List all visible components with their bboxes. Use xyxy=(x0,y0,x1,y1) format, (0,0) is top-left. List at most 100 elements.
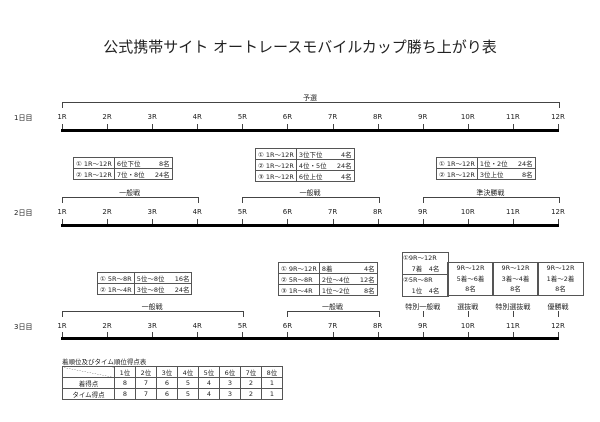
final-box-line: 1着～2着 xyxy=(546,274,575,283)
round-label: 1R xyxy=(57,322,67,330)
round-label: 11R xyxy=(506,322,520,330)
column-header: 3位 xyxy=(156,366,178,378)
round-tick xyxy=(512,332,514,337)
round-label: 5R xyxy=(237,322,248,330)
round-tick xyxy=(332,332,334,337)
qualification-table: ① 1R～12R 6位下位 8名 ② 1R～12R 7位・8位 24名 xyxy=(73,157,173,180)
bracket-label: 一般戦 xyxy=(322,303,344,311)
table-header-row: 1位 2位 3位 4位 5位 6位 7位 8位 xyxy=(62,366,283,378)
round-label: 5R xyxy=(237,113,248,121)
final-box-line: 5着～6着 xyxy=(456,274,485,283)
round-tick xyxy=(107,124,109,129)
round-label: 12R xyxy=(551,208,565,216)
round-label: 6R xyxy=(282,208,293,216)
table-row: ① 1R～12R 3位下位 4名 xyxy=(255,148,355,160)
timeline-bar xyxy=(61,337,559,340)
round-label: 7R xyxy=(327,208,338,216)
timeline-bar xyxy=(61,224,559,227)
round-label: 2R xyxy=(102,322,112,330)
round-tick xyxy=(287,332,289,337)
final-box-line: 8名 xyxy=(510,285,521,293)
round-tick xyxy=(197,332,199,337)
bracket-line xyxy=(467,311,469,317)
day-label: 1日目 xyxy=(14,114,33,122)
table-cell: 3位～8位 xyxy=(133,283,173,295)
table-cell: 8 xyxy=(114,388,136,400)
table-cell: ② 5R～8R xyxy=(278,273,320,285)
table-cell: ① 9R～12R xyxy=(278,262,320,274)
table-cell: 24名 xyxy=(172,283,193,295)
qualification-table: ① 9R～12R 8着 4名 ② 5R～8R 2位～4位 12名 ③ 1R～4R 1位～2位 8… xyxy=(278,262,378,296)
table-cell: ① 5R～8R xyxy=(97,272,135,284)
final-box-line: ②5R～8R xyxy=(403,274,448,286)
table-cell: 2位～4位 xyxy=(318,273,358,285)
round-label: 8R xyxy=(372,208,383,216)
table-cell: 5 xyxy=(177,377,199,389)
table-cell: 3 xyxy=(219,388,241,400)
round-tick xyxy=(242,219,244,224)
round-tick xyxy=(62,124,63,129)
table-cell: ② 1R～4R xyxy=(97,283,135,295)
qualification-table: ① 1R～12R 3位下位 4名 ② 1R～12R 4位・5位 24名 ③ 1R～12R 6位… xyxy=(255,148,355,182)
bracket-label: 準決勝戦 xyxy=(476,189,505,197)
bracket-label: 選抜戦 xyxy=(457,303,479,311)
round-tick xyxy=(152,219,154,224)
table-cell: 6位下位 xyxy=(113,157,153,169)
table-cell: 4 xyxy=(198,377,220,389)
round-label: 10R xyxy=(460,113,475,121)
table-cell: ③ 1R～12R xyxy=(255,170,297,182)
bracket-label: 一般戦 xyxy=(141,303,163,311)
table-row: ① 1R～12R 1位・2位 24名 xyxy=(436,157,536,169)
round-tick xyxy=(422,332,424,337)
day-label: 3日目 xyxy=(14,323,33,331)
timeline-bar xyxy=(61,129,559,132)
round-tick xyxy=(242,124,244,129)
table-cell: 8 xyxy=(114,377,136,389)
round-tick xyxy=(377,332,379,337)
table-cell: 7 xyxy=(135,377,157,389)
table-row: ② 1R～12R 7位・8位 24名 xyxy=(73,168,173,180)
round-tick xyxy=(287,124,289,129)
final-box: 9R～12R 1着～2着 8名 xyxy=(537,262,584,296)
round-tick xyxy=(152,332,154,337)
round-tick xyxy=(287,219,289,224)
bracket-label: 特別選抜戦 xyxy=(495,303,531,311)
table-cell: 4位・5位 xyxy=(295,159,335,171)
column-header: 1位 xyxy=(114,366,136,378)
table-cell: 3位下位 xyxy=(295,148,335,160)
round-label: 8R xyxy=(372,113,383,121)
table-cell: 24名 xyxy=(334,159,355,171)
round-tick xyxy=(422,219,424,224)
table-cell: 8名 xyxy=(152,157,173,169)
table-cell: ② 1R～12R xyxy=(73,168,115,180)
round-label: 10R xyxy=(460,322,475,330)
bracket-line xyxy=(242,197,380,203)
round-label: 5R xyxy=(237,208,248,216)
round-tick xyxy=(197,124,199,129)
table-cell: 2 xyxy=(240,388,262,400)
table-row: ② 1R～12R 4位・5位 24名 xyxy=(255,159,355,171)
table-cell: 16名 xyxy=(172,272,193,284)
table-cell: 6 xyxy=(156,388,178,400)
round-label: 6R xyxy=(282,113,293,121)
day-label: 2日目 xyxy=(14,209,33,217)
final-box-line: 9R～12R xyxy=(501,264,530,272)
table-cell: 4名 xyxy=(334,148,355,160)
final-box-line: 7着 4名 xyxy=(411,264,440,273)
round-tick xyxy=(332,219,334,224)
round-tick xyxy=(467,219,469,224)
table-cell: 5位～8位 xyxy=(133,272,173,284)
table-cell: 4 xyxy=(198,388,220,400)
table-cell: ① 1R～12R xyxy=(436,157,478,169)
round-label: 1R xyxy=(57,208,67,216)
final-box-line: 8名 xyxy=(465,285,476,293)
corner-cell xyxy=(62,366,115,378)
table-cell: 3位上位 xyxy=(476,168,516,180)
final-box: 9R～12R 5着～6着 8名 xyxy=(447,262,494,296)
final-box-line: 9R～12R xyxy=(456,264,485,272)
table-row: ③ 1R～12R 6位上位 4名 xyxy=(255,170,355,182)
round-label: 1R xyxy=(57,113,67,121)
final-box-line: 3着～4着 xyxy=(501,274,530,283)
table-cell: 6 xyxy=(156,377,178,389)
table-row: 着得点 8 7 6 5 4 3 2 1 xyxy=(62,377,283,389)
